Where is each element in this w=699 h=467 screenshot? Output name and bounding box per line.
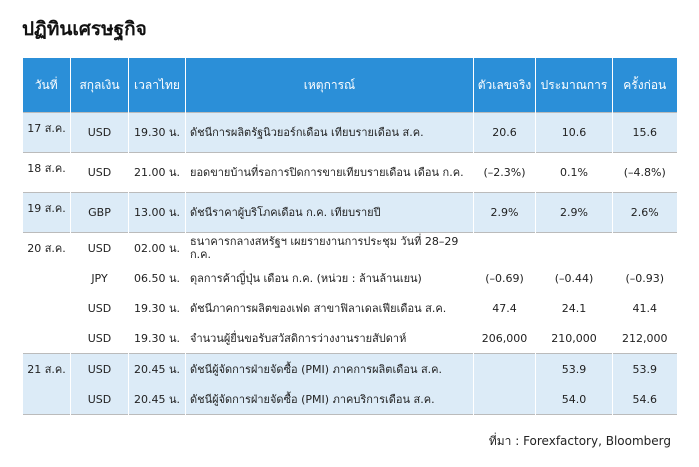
table-cell: 0.1% bbox=[535, 152, 613, 193]
table-row: 21 ส.ค. USD 20.45 น. ดัชนีผู้จัดการฝ่ายจัดซ… bbox=[22, 353, 677, 415]
table-cell: 21.00 น. bbox=[128, 152, 186, 193]
table-cell: (–0.69) bbox=[473, 263, 536, 293]
table-cell: 53.9 bbox=[612, 353, 677, 384]
event-cell: ยอดขายบ้านที่รอการปิดการขายเทียบรายเดือน… bbox=[185, 152, 474, 193]
table-cell: 02.00 น. bbox=[128, 232, 186, 263]
table-cell: 19.30 น. bbox=[128, 323, 186, 354]
header-cell: ตัวเลขจริง bbox=[473, 58, 536, 113]
table-row: 20 ส.ค. USD 02.00 น. ธนาคารกลางสหรัฐฯ เผยรา… bbox=[22, 232, 677, 354]
table-cell: 210,000 bbox=[535, 323, 613, 354]
date-cell: 17 ส.ค. bbox=[22, 112, 71, 153]
table-row: USD 19.30 น. ดัชนีภาคการผลิตของเฟด สาขาฟิล… bbox=[23, 293, 677, 323]
date-group: 19 ส.ค. GBP 13.00 น. ดัชนีราคาผู้บริโภคเดือ… bbox=[22, 192, 677, 233]
table-cell: 19.30 น. bbox=[128, 112, 186, 153]
header-cell: ครั้งก่อน bbox=[612, 58, 677, 113]
table-cell: 10.6 bbox=[535, 112, 613, 153]
event-cell: ดัชนีการผลิตรัฐนิวยอร์กเดือน เทียบรายเดื… bbox=[185, 112, 474, 153]
table-cell: USD bbox=[70, 293, 129, 323]
header-cell: ประมาณการ bbox=[535, 58, 613, 113]
table-cell: 06.50 น. bbox=[128, 263, 186, 293]
table-cell: 20.45 น. bbox=[128, 353, 186, 384]
table-cell: USD bbox=[70, 353, 129, 384]
table-cell: JPY bbox=[70, 263, 129, 293]
table-cell: 13.00 น. bbox=[128, 192, 186, 233]
calendar-table: วันที่ สกุลเงิน เวลาไทย เหตุการณ์ ตัวเลขจริง… bbox=[22, 58, 677, 415]
table-cell: 2.6% bbox=[612, 192, 677, 233]
table-cell: 20.45 น. bbox=[128, 384, 186, 415]
header-cell: เวลาไทย bbox=[128, 58, 186, 113]
table-cell: 2.9% bbox=[473, 192, 536, 233]
table-cell: 41.4 bbox=[612, 293, 677, 323]
table-cell: 47.4 bbox=[473, 293, 536, 323]
header-row: วันที่ สกุลเงิน เวลาไทย เหตุการณ์ ตัวเลขจริง… bbox=[22, 58, 677, 113]
event-cell: ดัชนีผู้จัดการฝ่ายจัดซื้อ (PMI) ภาคการผล… bbox=[185, 353, 474, 384]
table-cell: (–0.93) bbox=[612, 263, 677, 293]
table-row: 19 ส.ค. GBP 13.00 น. ดัชนีราคาผู้บริโภคเดือ… bbox=[22, 192, 677, 233]
event-cell: จำนวนผู้ยื่นขอรับสวัสดิการว่างงานรายสัปด… bbox=[185, 323, 474, 354]
table-cell: 54.6 bbox=[612, 384, 677, 415]
event-cell: ธนาคารกลางสหรัฐฯ เผยรายงานการประชุม วันท… bbox=[185, 232, 474, 263]
table-cell bbox=[612, 232, 677, 263]
header-cell: เหตุการณ์ bbox=[185, 58, 474, 113]
table-cell: 20.6 bbox=[473, 112, 536, 153]
table-cell: 15.6 bbox=[612, 112, 677, 153]
table-cell: USD bbox=[70, 384, 129, 415]
date-cell: 21 ส.ค. bbox=[22, 353, 71, 415]
table-cell: 212,000 bbox=[612, 323, 677, 354]
table-cell: USD bbox=[70, 112, 129, 153]
table-cell: (–2.3%) bbox=[473, 152, 536, 193]
table-cell bbox=[473, 353, 536, 384]
date-group: 18 ส.ค. USD 21.00 น. ยอดขายบ้านที่รอการปิดก… bbox=[22, 152, 677, 193]
header-cell: วันที่ bbox=[22, 58, 71, 113]
event-cell: ดัชนีภาคการผลิตของเฟด สาขาฟิลาเดลเฟียเดื… bbox=[185, 293, 474, 323]
table-row: JPY 06.50 น. ดุลการค้าญี่ปุ่น เดือน ก.ค. (… bbox=[23, 263, 677, 293]
title: ปฏิทินเศรษฐกิจ bbox=[22, 18, 147, 40]
table-cell bbox=[473, 232, 536, 263]
table-cell: (–0.44) bbox=[535, 263, 613, 293]
header-cell: สกุลเงิน bbox=[70, 58, 129, 113]
table-cell: USD bbox=[70, 232, 129, 263]
table-cell: USD bbox=[70, 152, 129, 193]
date-group: 21 ส.ค. USD 20.45 น. ดัชนีผู้จัดการฝ่ายจัดซ… bbox=[22, 353, 677, 415]
date-cell: 19 ส.ค. bbox=[22, 192, 71, 233]
table-row: 17 ส.ค. USD 19.30 น. ดัชนีการผลิตรัฐนิวยอร์… bbox=[22, 112, 677, 153]
date-group: 17 ส.ค. USD 19.30 น. ดัชนีการผลิตรัฐนิวยอร์… bbox=[22, 112, 677, 153]
table-cell bbox=[473, 384, 536, 415]
table-cell: 206,000 bbox=[473, 323, 536, 354]
table-row: USD 19.30 น. จำนวนผู้ยื่นขอรับสวัสดิการว่า… bbox=[23, 323, 677, 354]
table-cell: 2.9% bbox=[535, 192, 613, 233]
table-cell: 54.0 bbox=[535, 384, 613, 415]
event-cell: ดัชนีราคาผู้บริโภคเดือน ก.ค. เทียบรายปี bbox=[185, 192, 474, 233]
table-cell: GBP bbox=[70, 192, 129, 233]
date-cell: 18 ส.ค. bbox=[22, 152, 71, 193]
table-cell: 53.9 bbox=[535, 353, 613, 384]
table-cell: USD bbox=[70, 323, 129, 354]
date-group: 20 ส.ค. USD 02.00 น. ธนาคารกลางสหรัฐฯ เผยรา… bbox=[22, 232, 677, 354]
table-cell: (–4.8%) bbox=[612, 152, 677, 193]
table-cell: 24.1 bbox=[535, 293, 613, 323]
event-cell: ดุลการค้าญี่ปุ่น เดือน ก.ค. (หน่วย : ล้า… bbox=[185, 263, 474, 293]
event-cell: ดัชนีผู้จัดการฝ่ายจัดซื้อ (PMI) ภาคบริกา… bbox=[185, 384, 474, 415]
date-cell: 20 ส.ค. bbox=[22, 232, 71, 354]
table-row: 18 ส.ค. USD 21.00 น. ยอดขายบ้านที่รอการปิดก… bbox=[22, 152, 677, 193]
table-cell bbox=[535, 232, 613, 263]
table-row: USD 20.45 น. ดัชนีผู้จัดการฝ่ายจัดซื้อ (PM… bbox=[23, 384, 677, 415]
source: ที่มา : Forexfactory, Bloomberg bbox=[488, 434, 671, 448]
table-cell: 19.30 น. bbox=[128, 293, 186, 323]
